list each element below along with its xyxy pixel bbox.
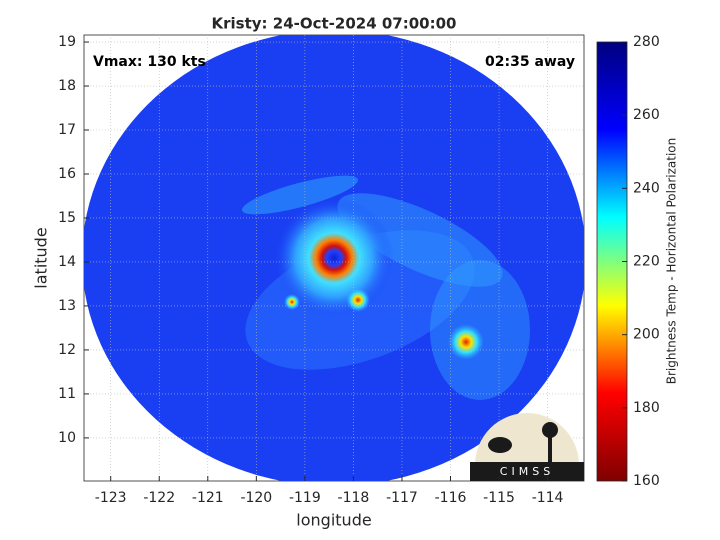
x-tick-label: -122 bbox=[143, 490, 175, 506]
y-tick-label: 15 bbox=[58, 210, 76, 226]
colorbar-tick-label: 220 bbox=[633, 254, 660, 270]
y-tick-label: 10 bbox=[58, 430, 76, 446]
swath bbox=[84, 35, 584, 481]
x-tick-label: -114 bbox=[532, 490, 564, 506]
x-tick-label: -118 bbox=[338, 490, 370, 506]
x-axis-label: longitude bbox=[296, 511, 371, 530]
x-tick-label: -115 bbox=[483, 490, 515, 506]
logo-text: CIMSS bbox=[500, 465, 554, 478]
chart-title: Kristy: 24-Oct-2024 07:00:00 bbox=[212, 15, 457, 33]
x-tick-label: -121 bbox=[192, 490, 224, 506]
colorbar-tick-label: 200 bbox=[633, 327, 660, 343]
colorbar-tick-label: 240 bbox=[633, 180, 660, 196]
y-tick-label: 16 bbox=[58, 166, 76, 182]
y-tick-label: 13 bbox=[58, 298, 76, 314]
colorbar-tick-label: 260 bbox=[633, 107, 660, 123]
annotation: 02:35 away bbox=[485, 54, 575, 70]
colorbar-tick-label: 160 bbox=[633, 473, 660, 489]
y-tick-label: 17 bbox=[58, 122, 76, 138]
grid bbox=[84, 35, 584, 481]
y-tick-label: 11 bbox=[58, 386, 76, 402]
y-axis-label: latitude bbox=[32, 227, 51, 288]
annotation: Vmax: 130 kts bbox=[93, 54, 206, 70]
y-tick-label: 12 bbox=[58, 342, 76, 358]
x-tick-label: -123 bbox=[95, 490, 127, 506]
x-tick-label: -116 bbox=[435, 490, 467, 506]
logo bbox=[470, 413, 584, 481]
x-tick-label: -117 bbox=[386, 490, 418, 506]
y-tick-label: 14 bbox=[58, 254, 76, 270]
colorbar-tick-label: 180 bbox=[633, 400, 660, 416]
colorbar-label: Brightness Temp - Horizontal Polarizatio… bbox=[665, 138, 679, 385]
x-tick-label: -120 bbox=[240, 490, 272, 506]
y-tick-label: 18 bbox=[58, 78, 76, 94]
x-tick-label: -119 bbox=[289, 490, 321, 506]
y-tick-label: 19 bbox=[58, 34, 76, 50]
colorbar-tick-label: 280 bbox=[633, 34, 660, 50]
